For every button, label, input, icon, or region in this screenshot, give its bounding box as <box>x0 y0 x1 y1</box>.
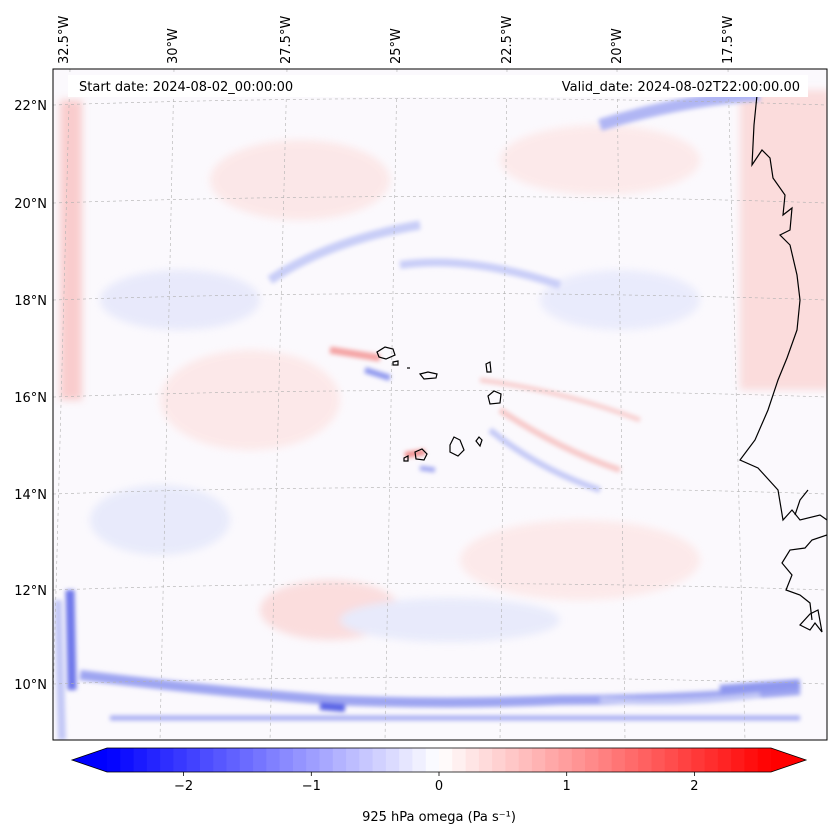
colorbar-cell <box>425 748 440 772</box>
colorbar-cell <box>226 748 241 772</box>
colorbar-max-extension <box>771 748 806 772</box>
colorbar-cell <box>146 748 161 772</box>
lon-label: 17.5°W <box>721 16 736 64</box>
colorbar-cell <box>412 748 427 772</box>
colorbar-cell <box>385 748 400 772</box>
colorbar-cell <box>704 748 719 772</box>
lon-label: 30°W <box>166 28 181 64</box>
colorbar-cell <box>306 748 321 772</box>
graticule <box>53 69 827 740</box>
africa-coast <box>739 94 827 522</box>
valid-date-text: Valid_date: 2024-08-02T22:00:00.00 <box>562 80 800 95</box>
colorbar: −2 −1 0 1 2 925 hPa omega (Pa s⁻¹) <box>70 747 808 825</box>
lon-label: 27.5°W <box>279 16 294 64</box>
colorbar-cell <box>452 748 467 772</box>
colorbar-cell <box>279 748 294 772</box>
colorbar-cell <box>332 748 347 772</box>
lat-label: 12°N <box>14 584 47 599</box>
colorbar-cell <box>638 748 653 772</box>
colorbar-cell <box>213 748 228 772</box>
colorbar-cell <box>558 748 573 772</box>
colorbar-cell <box>107 748 121 772</box>
colorbar-cell <box>253 748 267 772</box>
colorbar-cell <box>266 748 281 772</box>
colorbar-tick-label: −1 <box>302 779 321 794</box>
cape-verde-islands <box>376 346 502 462</box>
colorbar-tick-label: −2 <box>174 779 193 794</box>
colorbar-ticks: −2 −1 0 1 2 <box>174 772 699 794</box>
colorbar-tick-label: 0 <box>435 779 443 794</box>
colorbar-cell <box>531 748 546 772</box>
latitude-labels: 22°N 20°N 18°N 16°N 14°N 12°N 10°N <box>14 99 47 693</box>
colorbar-cell <box>359 748 374 772</box>
colorbar-cell <box>439 748 453 772</box>
colorbar-outline <box>70 747 808 773</box>
colorbar-cell <box>478 748 493 772</box>
colorbar-cell <box>465 748 480 772</box>
colorbar-cell <box>624 748 639 772</box>
colorbar-cell <box>691 748 706 772</box>
colorbar-cell <box>186 748 201 772</box>
lon-label: 25°W <box>389 28 404 64</box>
colorbar-cell <box>744 748 759 772</box>
colorbar-cell <box>160 748 174 772</box>
colorbar-cell <box>199 748 214 772</box>
colorbar-cell <box>120 748 135 772</box>
colorbar-label: 925 hPa omega (Pa s⁻¹) <box>362 810 516 825</box>
colorbar-cell <box>173 748 188 772</box>
colorbar-cell <box>731 748 746 772</box>
map-panel: Start date: 2024-08-02_00:00:00 Valid_da… <box>52 68 828 741</box>
colorbar-cell <box>611 748 626 772</box>
lat-label: 16°N <box>14 391 47 406</box>
colorbar-cell <box>717 748 732 772</box>
colorbar-cell <box>585 748 599 772</box>
info-box <box>68 75 808 97</box>
colorbar-cell <box>598 748 613 772</box>
colorbar-cell <box>505 748 520 772</box>
lat-label: 10°N <box>14 678 47 693</box>
colorbar-cell <box>319 748 334 772</box>
longitude-labels: 32.5°W 30°W 27.5°W 25°W 22.5°W 20°W 17.5… <box>57 16 736 64</box>
colorbar-cell <box>678 748 692 772</box>
colorbar-cell <box>757 748 772 772</box>
colorbar-cell <box>372 748 387 772</box>
colorbar-cells <box>107 748 772 772</box>
lon-label: 20°W <box>610 28 625 64</box>
lat-label: 20°N <box>14 197 47 212</box>
colorbar-tick-label: 1 <box>563 779 571 794</box>
colorbar-min-extension <box>72 748 107 772</box>
colorbar-cell <box>292 748 307 772</box>
colorbar-cell <box>545 748 560 772</box>
lat-label: 22°N <box>14 99 47 114</box>
colorbar-cell <box>239 748 254 772</box>
lon-label: 32.5°W <box>57 16 72 64</box>
lat-label: 14°N <box>14 488 47 503</box>
colorbar-tick-label: 2 <box>690 779 698 794</box>
colorbar-cell <box>664 748 679 772</box>
colorbar-cell <box>518 748 533 772</box>
lon-label: 22.5°W <box>500 16 515 64</box>
colorbar-cell <box>571 748 586 772</box>
start-date-text: Start date: 2024-08-02_00:00:00 <box>79 80 293 95</box>
colorbar-cell <box>651 748 666 772</box>
colorbar-cell <box>346 748 360 772</box>
colorbar-cell <box>399 748 414 772</box>
map-frame <box>52 68 828 741</box>
omega-field <box>53 69 827 740</box>
colorbar-cell <box>133 748 148 772</box>
colorbar-cell <box>492 748 506 772</box>
coastlines <box>739 94 827 633</box>
lat-label: 18°N <box>14 294 47 309</box>
